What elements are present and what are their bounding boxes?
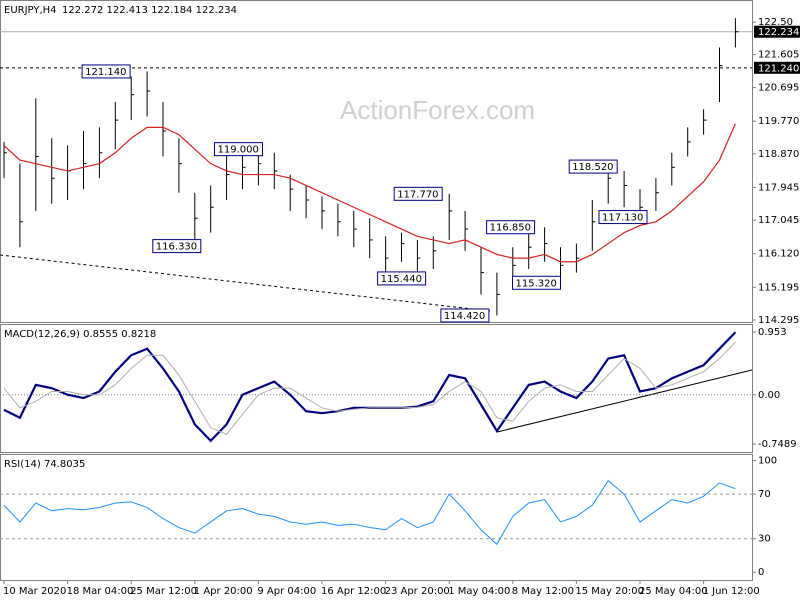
x-tick-label: 10 Mar 2020 bbox=[3, 586, 66, 597]
x-tick-label: 16 Apr 12:00 bbox=[321, 586, 386, 597]
moving-average bbox=[3, 123, 736, 263]
x-tick-label: 25 May 04:00 bbox=[639, 586, 708, 597]
annotation-box bbox=[214, 142, 263, 157]
y-tick-label: 114.295 bbox=[758, 315, 799, 326]
y-tick-label: 115.195 bbox=[758, 282, 799, 293]
macd-panel bbox=[0, 324, 753, 453]
x-tick-label: 9 Apr 04:00 bbox=[257, 586, 316, 597]
y-tick-label: 70 bbox=[758, 489, 771, 500]
price-tag bbox=[754, 61, 800, 74]
price-tag bbox=[754, 25, 800, 38]
y-tick-label: 0 bbox=[758, 567, 764, 578]
y-tick-label: 0.00 bbox=[758, 390, 780, 401]
y-tick-label: 30 bbox=[758, 534, 771, 545]
y-tick-label: -0.7489 bbox=[758, 439, 797, 450]
rsi-panel bbox=[0, 454, 753, 581]
ohlc-readout: 122.272 122.413 122.184 122.234 bbox=[62, 5, 237, 16]
y-tick-label: 117.945 bbox=[758, 182, 799, 193]
x-tick-label: 1 Jun 12:00 bbox=[703, 586, 760, 597]
annotation-box bbox=[568, 159, 618, 174]
price-tag-label: 122.234 bbox=[758, 27, 799, 38]
x-tick-label: 23 Apr 20:00 bbox=[385, 586, 450, 597]
annotation-label: 117.770 bbox=[397, 189, 438, 200]
x-tick-label: 1 May 04:00 bbox=[448, 586, 510, 597]
y-tick-label: 119.770 bbox=[758, 116, 799, 127]
x-tick-label: 25 Mar 12:00 bbox=[130, 586, 197, 597]
y-tick-label: 100 bbox=[758, 456, 777, 467]
price-tag-label: 121.240 bbox=[758, 63, 799, 74]
annotation-box bbox=[440, 308, 490, 323]
series-line bbox=[3, 479, 736, 546]
y-tick-label: 0.953 bbox=[758, 327, 787, 338]
annotation-label: 118.520 bbox=[572, 162, 613, 173]
y-tick-label: 118.870 bbox=[758, 149, 799, 160]
annotation-box bbox=[598, 210, 648, 225]
annotation-label: 114.420 bbox=[444, 311, 485, 322]
annotation-label: 116.850 bbox=[490, 223, 531, 234]
annotation-label: 116.330 bbox=[156, 242, 197, 253]
x-tick-label: 18 Mar 04:00 bbox=[67, 586, 134, 597]
price-panel bbox=[0, 0, 753, 323]
y-tick-label: 122.50 bbox=[758, 17, 793, 28]
x-tick-label: 1 Apr 20:00 bbox=[194, 586, 253, 597]
annotation-box bbox=[512, 275, 561, 290]
y-tick-label: 116.120 bbox=[758, 249, 799, 260]
annotation-label: 115.440 bbox=[381, 274, 422, 285]
annotation-box bbox=[377, 271, 427, 286]
annotation-label: 121.140 bbox=[85, 67, 126, 78]
annotation-box bbox=[486, 220, 536, 235]
x-tick-label: 15 May 20:00 bbox=[575, 586, 644, 597]
macd-title: MACD(12,26,9) 0.8555 0.8218 bbox=[4, 329, 156, 340]
annotation-box bbox=[393, 186, 443, 201]
annotation-box bbox=[152, 239, 202, 254]
macd-trendline bbox=[496, 369, 753, 433]
x-tick-label: 8 May 12:00 bbox=[512, 586, 574, 597]
support-trendline bbox=[0, 254, 491, 312]
y-tick-label: 120.695 bbox=[758, 83, 799, 94]
y-tick-label: 117.045 bbox=[758, 215, 799, 226]
series-line bbox=[3, 341, 736, 435]
symbol: EURJPY,H4 bbox=[4, 5, 57, 16]
y-tick-label: 121.605 bbox=[758, 50, 799, 61]
annotation-label: 117.130 bbox=[602, 213, 643, 224]
annotation-box bbox=[81, 64, 131, 79]
watermark: ActionForex.com bbox=[340, 95, 535, 125]
annotation-label: 115.320 bbox=[516, 278, 557, 289]
rsi-title: RSI(14) 74.8035 bbox=[4, 459, 85, 470]
annotation-label: 119.000 bbox=[218, 145, 259, 156]
